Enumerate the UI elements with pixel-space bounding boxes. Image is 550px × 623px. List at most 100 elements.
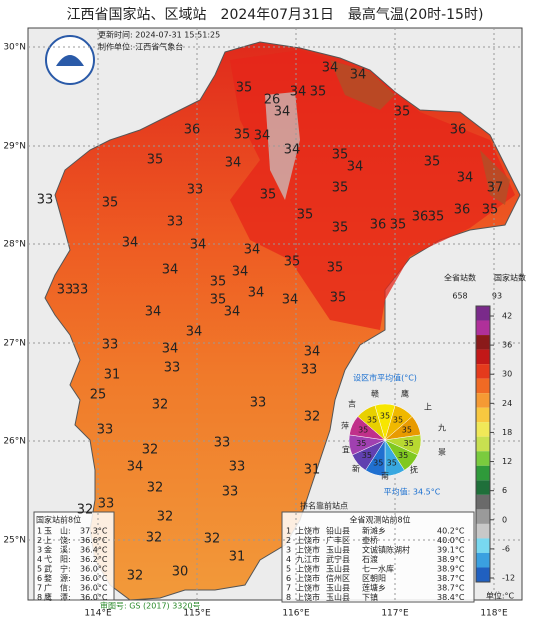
- pie-city: 鹰: [401, 389, 409, 399]
- colorbar-frame: [475, 305, 491, 583]
- temperature-label: 32: [127, 569, 144, 584]
- national-cell: 5: [37, 565, 42, 574]
- province-table-title: 全省观测站前8位: [349, 515, 410, 525]
- temperature-label: 33: [37, 193, 54, 208]
- colorbar-swatch: [476, 509, 490, 524]
- temperature-label: 35: [102, 196, 119, 211]
- colorbar-swatch: [476, 364, 490, 379]
- pie-value: 35: [402, 426, 412, 435]
- province-cell: 文诚镇陈湖村: [362, 545, 410, 555]
- temperature-label: 35: [394, 105, 411, 120]
- temperature-label: 31: [304, 463, 321, 478]
- approval: 审图号: GS (2017) 3320号: [100, 601, 201, 611]
- province-cell: 38.9°C: [437, 555, 465, 564]
- rank-legend: 排名靠前站点: [300, 501, 348, 511]
- national-cell: 36.4°C: [80, 546, 108, 555]
- temperature-label: 36: [184, 123, 201, 138]
- national-cell: 4: [37, 555, 42, 564]
- province-cell: 6: [286, 574, 291, 583]
- temperature-label: 35: [210, 293, 227, 308]
- province-cell: 38.7°C: [437, 574, 465, 583]
- pie-city: 景: [438, 448, 446, 457]
- temperature-label: 33: [214, 436, 231, 451]
- temperature-label: 34: [244, 243, 261, 258]
- pie-value: 35: [404, 439, 414, 448]
- temperature-label: 34: [304, 345, 321, 360]
- temperature-label: 35: [332, 181, 349, 196]
- province-cell: 38.7°C: [437, 584, 465, 593]
- temperature-label: 33: [187, 183, 204, 198]
- national-table-title: 国家站前8位: [36, 515, 81, 525]
- temperature-label: 35: [330, 291, 347, 306]
- temperature-label: 35: [390, 218, 407, 233]
- colorbar-tick-label: 30: [502, 370, 512, 379]
- province-cell: 广丰区: [326, 535, 350, 545]
- national-cell: 1: [37, 527, 42, 536]
- national-table-box: [33, 511, 115, 601]
- temperature-label: 25: [90, 388, 107, 403]
- colorbar-swatch: [476, 378, 490, 394]
- colorbar-swatch: [476, 480, 490, 495]
- province-cell: 38.4°C: [437, 593, 465, 602]
- national-cell: 7: [37, 584, 42, 593]
- national-cell: 武 宁:: [44, 564, 71, 574]
- temperature-label: 35: [210, 275, 227, 290]
- temperature-label: 33: [229, 460, 246, 475]
- temperature-label: 34: [162, 342, 179, 357]
- province-cell: 上饶市: [296, 526, 320, 536]
- temperature-label: 32: [147, 481, 164, 496]
- colorbar-tick-label: 24: [502, 399, 512, 408]
- pie-value: 35: [393, 415, 403, 424]
- pie-city: 南: [381, 471, 389, 481]
- province-cell: 区朝阳: [362, 574, 386, 583]
- province-cell: 七一水库: [362, 564, 394, 574]
- temperature-label: 34: [162, 263, 179, 278]
- national-cell: 婺 源:: [44, 573, 71, 583]
- province-cell: 玉山县: [326, 564, 350, 574]
- pie-city: 九: [438, 424, 446, 433]
- colorbar-swatch: [476, 320, 490, 336]
- temperature-label: 35: [234, 128, 251, 143]
- province-cell: 新滩乡: [362, 526, 386, 536]
- colorbar-tick-label: 42: [502, 312, 512, 321]
- colorbar-tick-label: 6: [502, 486, 507, 495]
- national-cell: 广 信:: [44, 583, 71, 593]
- pie-value: 35: [380, 412, 390, 421]
- province-cell: 上饶市: [296, 535, 320, 545]
- colorbar-tick-label: 36: [502, 341, 512, 350]
- national-cell: 3: [37, 546, 42, 555]
- temperature-label: 35: [332, 148, 349, 163]
- temperature-label: 34: [457, 171, 474, 186]
- lon-label: 114°E: [84, 609, 112, 619]
- colorbar-tick-label: 18: [502, 428, 512, 437]
- temperature-label: 33: [222, 485, 239, 500]
- temperature-label: 35: [428, 210, 445, 225]
- colorbar-swatch: [476, 306, 490, 321]
- temperature-label: 32: [304, 410, 321, 425]
- province-cell: 38.9°C: [437, 565, 465, 574]
- pie-value: 35: [358, 426, 368, 435]
- pie-title: 设区市平均值(°C): [353, 373, 417, 383]
- province-cell: 九江市: [296, 554, 320, 564]
- province-cell: 上饶市: [296, 592, 320, 602]
- national-cell: 36.2°C: [80, 555, 108, 564]
- temperature-label: 33: [57, 283, 74, 298]
- pie-value: 35: [373, 459, 383, 468]
- pie-value: 35: [398, 451, 408, 460]
- province-cell: 2: [286, 536, 291, 545]
- national-cell: 37.3°C: [80, 527, 108, 536]
- province-cell: 4: [286, 555, 291, 564]
- lon-label: 116°E: [282, 609, 310, 619]
- pie-city: 吉: [348, 400, 356, 409]
- pie-city: 萍: [341, 421, 349, 431]
- temperature-label: 35: [284, 255, 301, 270]
- colorbar-swatch: [476, 494, 490, 510]
- colorbar-swatch: [476, 407, 490, 423]
- province-cell: 39.1°C: [437, 546, 465, 555]
- lon-label: 118°E: [480, 609, 508, 619]
- temperature-label: 32: [142, 443, 159, 458]
- colorbar-swatch: [476, 567, 490, 582]
- temperature-label: 32: [77, 503, 94, 518]
- temperature-label: 35: [260, 188, 277, 203]
